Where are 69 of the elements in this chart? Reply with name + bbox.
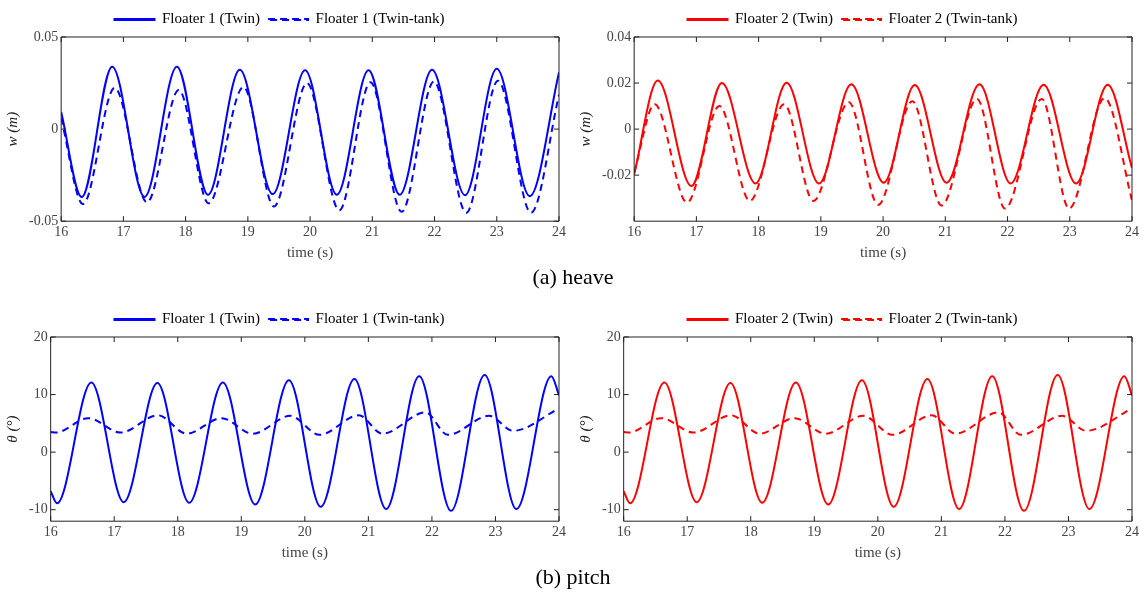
y-tick-label: -0.02 <box>601 166 632 182</box>
y-axis-title: θ (°) <box>3 415 21 443</box>
x-tick-label: 19 <box>807 524 822 540</box>
y-tick-label: 20 <box>33 328 48 344</box>
x-tick-label: 18 <box>743 524 758 540</box>
x-tick-label: 21 <box>938 224 953 240</box>
legend-label: Floater 1 (Twin) <box>162 310 261 328</box>
y-tick-label: 0 <box>613 443 621 459</box>
y-tick-label: 10 <box>606 386 621 402</box>
x-tick-label: 16 <box>616 524 631 540</box>
y-axis-title: w (m) <box>576 111 594 147</box>
x-tick-label: 22 <box>424 524 439 540</box>
x-tick-label: 18 <box>751 224 766 240</box>
y-tick-label: 0 <box>624 120 632 136</box>
x-tick-label: 16 <box>627 224 642 240</box>
x-axis-title: time (s) <box>854 543 901 561</box>
x-tick-label: 19 <box>813 224 828 240</box>
legend-label: Floater 2 (Twin-tank) <box>888 10 1018 28</box>
x-tick-label: 16 <box>43 524 58 540</box>
line-series <box>623 373 1132 512</box>
y-tick-label: 10 <box>33 386 48 402</box>
x-tick-label: 24 <box>552 524 566 540</box>
x-tick-label: 17 <box>116 224 131 240</box>
x-tick-label: 24 <box>1125 224 1139 240</box>
y-tick-label: 0 <box>40 443 48 459</box>
text: (b) pitch <box>534 564 612 590</box>
y-tick-label: -10 <box>601 501 621 517</box>
y-tick-label: 0.02 <box>606 74 632 90</box>
x-tick-label: 20 <box>876 224 891 240</box>
y-tick-label: -10 <box>28 501 48 517</box>
x-tick-label: 23 <box>489 224 504 240</box>
legend-label: Floater 1 (Twin) <box>162 10 261 28</box>
y-tick-label: 0.04 <box>606 28 632 44</box>
x-tick-label: 22 <box>997 524 1012 540</box>
x-tick-label: 23 <box>1061 524 1076 540</box>
legend-label: Floater 2 (Twin-tank) <box>888 310 1018 328</box>
x-tick-label: 18 <box>170 524 185 540</box>
legend-label: Floater 2 (Twin) <box>735 10 834 28</box>
x-tick-label: 20 <box>870 524 885 540</box>
x-tick-label: 23 <box>1062 224 1077 240</box>
x-axis-title: time (s) <box>859 243 907 261</box>
x-tick-label: 21 <box>934 524 949 540</box>
x-tick-label: 18 <box>178 224 193 240</box>
y-axis-title: θ (°) <box>576 415 594 443</box>
x-axis-title: time (s) <box>286 243 334 261</box>
legend-label: Floater 2 (Twin) <box>735 310 834 328</box>
x-tick-label: 21 <box>361 524 376 540</box>
y-axis-title: w (m) <box>3 111 21 147</box>
x-tick-label: 17 <box>107 524 122 540</box>
x-tick-label: 19 <box>234 524 249 540</box>
x-tick-label: 24 <box>1125 524 1139 540</box>
legend-label: Floater 1 (Twin-tank) <box>315 10 445 28</box>
x-tick-label: 22 <box>1000 224 1015 240</box>
x-tick-label: 24 <box>552 224 566 240</box>
x-tick-label: 23 <box>488 524 503 540</box>
y-tick-label: 20 <box>606 328 621 344</box>
x-tick-label: 17 <box>689 224 704 240</box>
x-tick-label: 17 <box>680 524 695 540</box>
x-axis-title: time (s) <box>281 543 328 561</box>
x-tick-label: 20 <box>297 524 312 540</box>
y-tick-label: 0 <box>51 120 59 136</box>
line-series <box>50 373 559 512</box>
x-tick-label: 21 <box>365 224 380 240</box>
y-tick-label: 0.05 <box>33 28 59 44</box>
x-tick-label: 19 <box>240 224 255 240</box>
x-tick-label: 22 <box>427 224 442 240</box>
text: (a) heave <box>531 264 615 290</box>
x-tick-label: 20 <box>303 224 318 240</box>
legend-label: Floater 1 (Twin-tank) <box>315 310 445 328</box>
